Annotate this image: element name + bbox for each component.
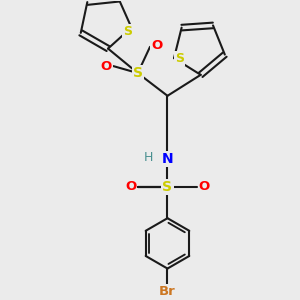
Text: S: S (123, 25, 132, 38)
Text: O: O (101, 60, 112, 73)
Text: N: N (162, 152, 173, 166)
Text: S: S (163, 180, 172, 194)
Text: O: O (125, 180, 136, 193)
Text: Br: Br (159, 285, 176, 298)
Text: S: S (175, 52, 184, 64)
Text: S: S (133, 66, 143, 80)
Text: O: O (152, 39, 163, 52)
Text: H: H (144, 151, 153, 164)
Text: O: O (199, 180, 210, 193)
